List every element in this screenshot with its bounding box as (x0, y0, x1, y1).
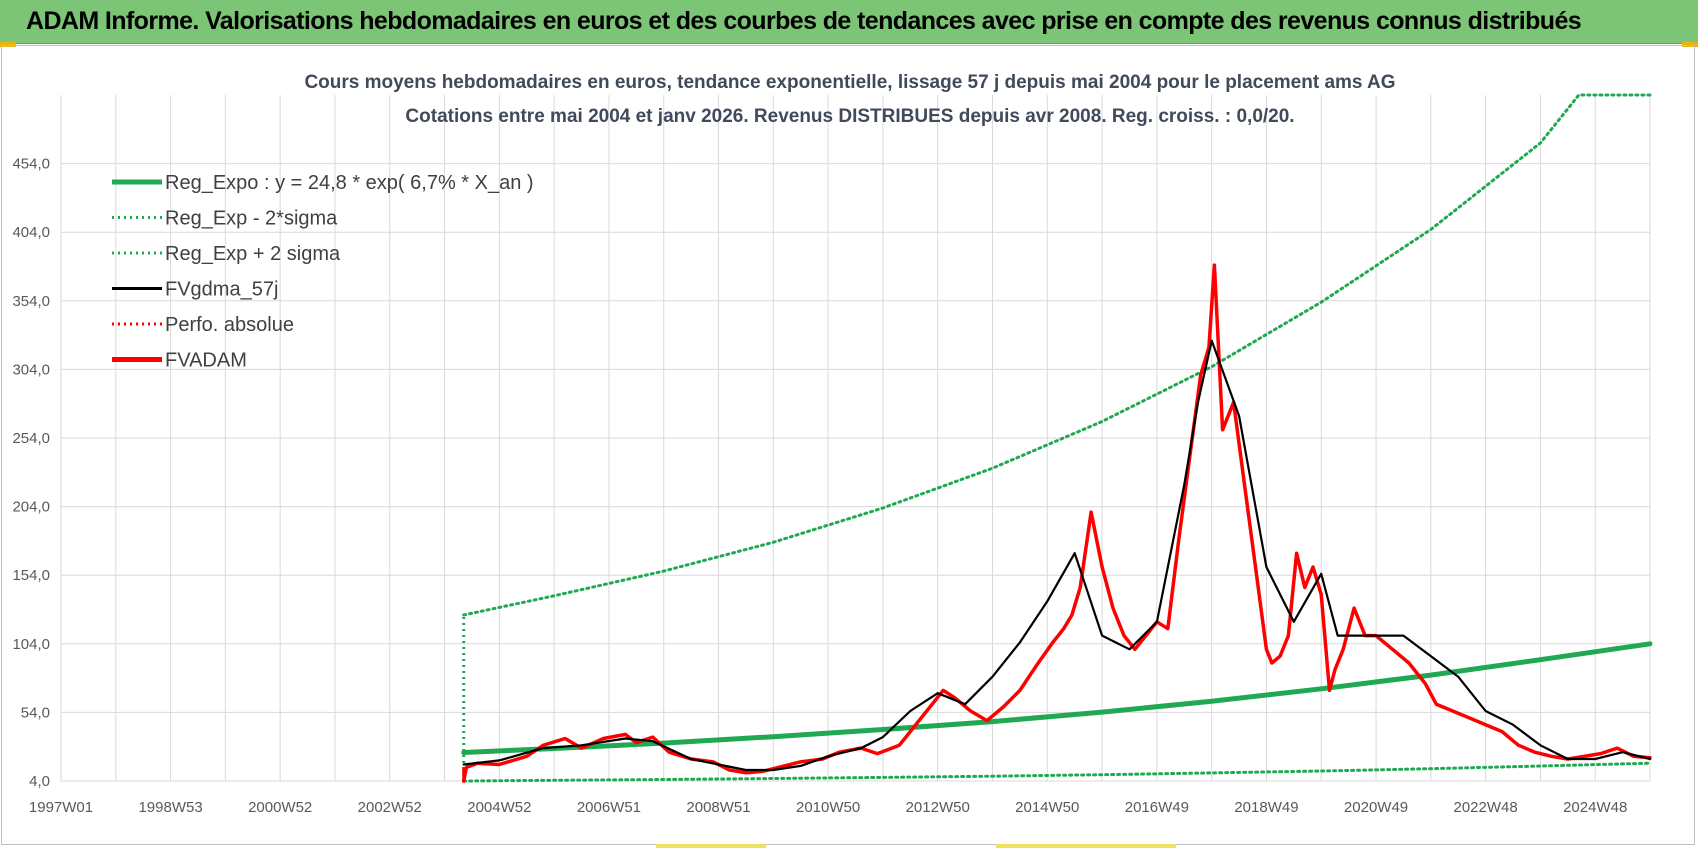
x-axis-ticks: 1997W01 1998W53 2000W52 2002W52 2004W52 2006W… (29, 799, 1627, 816)
fvadam-line (461, 263, 1652, 783)
y-tick-label: 154,0 (12, 567, 50, 584)
x-tick-label: 2002W52 (358, 799, 422, 816)
regression-0-line (461, 641, 1653, 755)
right-corner-mark (1682, 42, 1698, 47)
chart-title: Cours moyens hebdomadaires en euros, ten… (304, 72, 1395, 93)
x-tick-label: 2022W48 (1454, 799, 1518, 816)
banner-title: ADAM Informe. Valorisations hebdomadaire… (26, 7, 1582, 35)
x-tick-label: 1998W53 (138, 799, 202, 816)
y-tick-label: 454,0 (12, 156, 50, 173)
x-tick-label: 2008W51 (686, 799, 750, 816)
y-axis-ticks: 4,0 54,0 104,0 154,0 204,0 254,0 304,0 354,0 404… (12, 156, 50, 790)
banner: ADAM Informe. Valorisations hebdomadaire… (0, 0, 1698, 44)
legend-label: Reg_Exp + 2 sigma (165, 243, 341, 265)
x-tick-label: 1997W01 (29, 799, 93, 816)
x-tick-label: 2020W49 (1344, 799, 1408, 816)
regression-2-line (462, 93, 1652, 617)
series-layer (461, 93, 1653, 783)
fvgdma-57j-line (462, 339, 1652, 772)
chart-subtitle: Cotations entre mai 2004 et janv 2026. R… (405, 106, 1294, 127)
legend-label: Reg_Exp - 2*sigma (165, 208, 338, 230)
x-tick-label: 2012W50 (906, 799, 970, 816)
y-tick-label: 404,0 (12, 224, 50, 241)
legend-label: FVgdma_57j (165, 279, 278, 301)
y-tick-label: 54,0 (21, 704, 50, 721)
y-tick-label: 104,0 (12, 636, 50, 653)
x-tick-label: 2018W49 (1234, 799, 1298, 816)
legend-label: Perfo. absolue (165, 314, 294, 336)
legend-label: FVADAM (165, 350, 247, 372)
grid (60, 95, 1651, 782)
regression-1-line (462, 761, 1652, 783)
x-tick-label: 2006W51 (577, 799, 641, 816)
x-tick-label: 2024W48 (1563, 799, 1627, 816)
footer-mark (996, 844, 1176, 848)
x-tick-label: 2004W52 (467, 799, 531, 816)
x-tick-label: 2016W49 (1125, 799, 1189, 816)
y-tick-label: 254,0 (12, 430, 50, 447)
y-tick-label: 354,0 (12, 293, 50, 310)
x-tick-label: 2014W50 (1015, 799, 1079, 816)
y-tick-label: 304,0 (12, 361, 50, 378)
x-tick-label: 2000W52 (248, 799, 312, 816)
x-tick-label: 2010W50 (796, 799, 860, 816)
chart-frame (1, 45, 1695, 845)
legend-label: Reg_Expo : y = 24,8 * exp( 6,7% * X_an ) (165, 172, 534, 194)
left-corner-mark (0, 42, 16, 47)
legend: Reg_Expo : y = 24,8 * exp( 6,7% * X_an )… (112, 172, 534, 372)
y-tick-label: 4,0 (29, 773, 50, 790)
y-tick-label: 204,0 (12, 499, 50, 516)
footer-mark (656, 844, 766, 848)
